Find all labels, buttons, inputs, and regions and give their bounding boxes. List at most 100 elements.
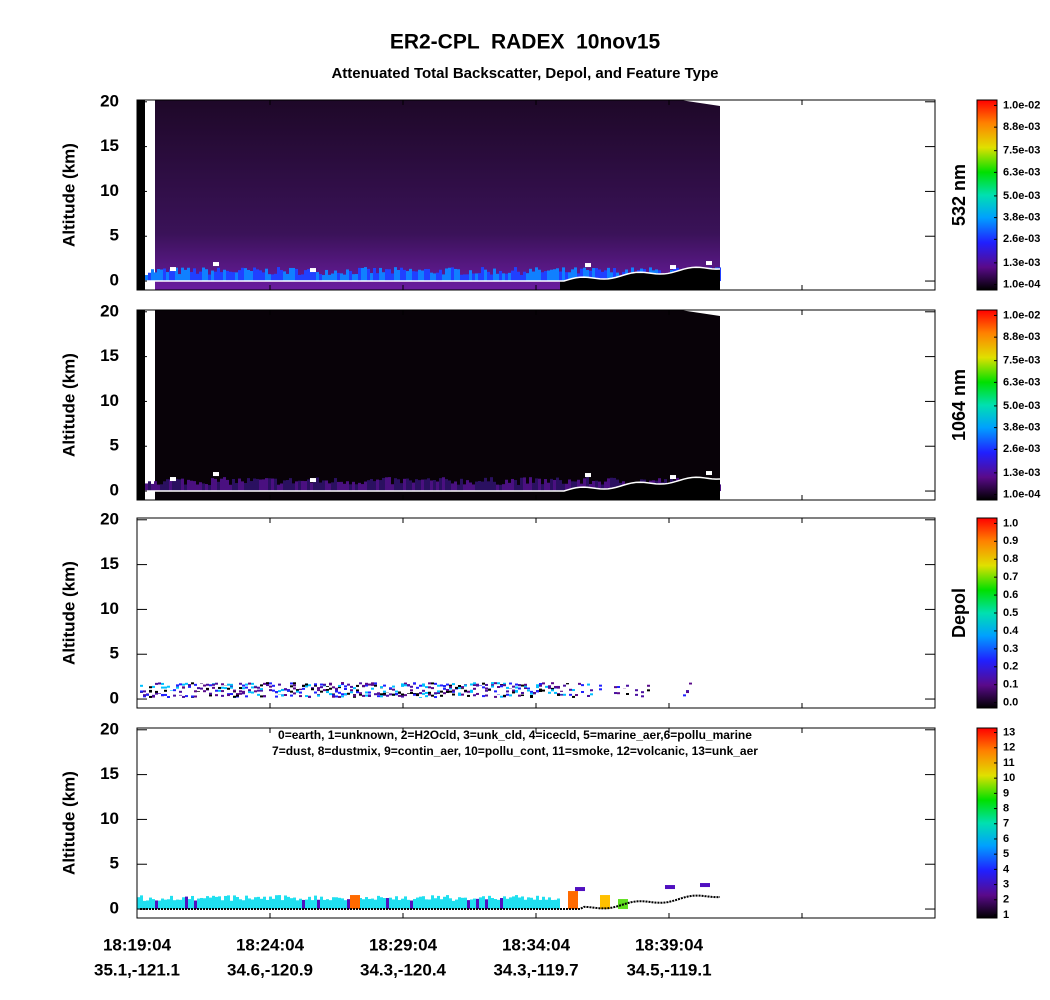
feature-pixel	[320, 896, 323, 910]
feature-pixel	[575, 887, 585, 892]
depol-pixel	[155, 682, 158, 685]
depol-pixel	[524, 687, 527, 690]
aerosol-layer	[202, 483, 205, 492]
depol-pixel	[143, 688, 146, 691]
aerosol-layer	[451, 267, 454, 282]
depol-pixel	[452, 693, 455, 696]
depol-pixel	[272, 684, 275, 687]
aerosol-layer	[163, 481, 166, 492]
aerosol-layer	[337, 272, 340, 282]
depol-pixel	[401, 695, 404, 698]
depol-pixel	[344, 693, 347, 696]
aerosol-layer	[271, 274, 274, 282]
depol-pixel	[305, 695, 308, 698]
feature-pixel	[254, 897, 257, 910]
feature-pixel	[455, 899, 458, 910]
cloud	[310, 268, 316, 273]
feature-pixel	[152, 899, 155, 910]
depol-pixel	[161, 693, 164, 696]
aerosol-layer	[223, 269, 226, 282]
depol-pixel	[161, 682, 164, 685]
depol-pixel	[512, 691, 515, 694]
depol-pixel	[437, 692, 440, 695]
depol-pixel	[158, 688, 161, 691]
aerosol-layer	[457, 484, 460, 492]
depol-pixel	[272, 682, 275, 685]
x-coordinate-label: 34.5,-119.1	[626, 960, 711, 979]
aerosol-layer	[511, 478, 514, 492]
aerosol-layer	[574, 267, 577, 282]
aerosol-layer	[496, 484, 499, 492]
depol-pixel	[164, 686, 167, 689]
depol-pixel	[269, 689, 272, 692]
aerosol-layer	[469, 270, 472, 282]
aerosol-layer	[253, 267, 256, 282]
depol-pixel	[416, 691, 419, 694]
depol-pixel	[440, 690, 443, 693]
depol-pixel	[416, 686, 419, 689]
depol-pixel	[290, 682, 293, 685]
depol-pixel	[305, 683, 308, 686]
feature-pixel	[341, 898, 344, 910]
colorbar-tick-label: 0.5	[1003, 607, 1018, 619]
feature-pixel	[347, 899, 350, 910]
depol-pixel	[512, 685, 515, 688]
aerosol-layer	[295, 481, 298, 492]
feature-pixel	[440, 899, 443, 910]
aerosol-layer	[232, 478, 235, 492]
feature-pixel	[600, 895, 610, 910]
aerosol-layer	[355, 273, 358, 282]
aerosol-layer	[481, 481, 484, 492]
cloud	[170, 477, 176, 482]
aerosol-layer	[268, 274, 271, 282]
y-tick-label: 10	[100, 599, 119, 618]
aerosol-layer	[442, 477, 445, 492]
depol-pixel	[257, 693, 260, 696]
feature-pixel	[398, 900, 401, 910]
depol-pixel	[491, 692, 494, 695]
aerosol-layer	[472, 484, 475, 492]
aerosol-layer	[298, 274, 301, 282]
depol-pixel	[341, 693, 344, 696]
aerosol-layer	[373, 481, 376, 492]
depol-pixel	[269, 685, 272, 688]
colorbar-tick-label: 10	[1003, 772, 1015, 784]
depol-pixel	[569, 693, 572, 696]
feature-pixel	[257, 896, 260, 910]
aerosol-layer	[610, 477, 613, 492]
depol-pixel	[164, 693, 167, 696]
aerosol-layer	[226, 479, 229, 492]
y-tick-label: 0	[110, 689, 119, 708]
depol-pixel	[422, 683, 425, 686]
depol-pixel	[254, 686, 257, 689]
aerosol-layer	[376, 479, 379, 492]
depol-pixel	[275, 691, 278, 694]
chart-title: ER2-CPL RADEX 10nov15	[390, 31, 661, 54]
depol-pixel	[524, 693, 527, 696]
y-tick-label: 10	[100, 809, 119, 828]
depol-pixel	[389, 693, 392, 696]
x-tick-label: 18:19:04	[103, 935, 172, 954]
feature-pixel	[470, 899, 473, 910]
cloud	[310, 478, 316, 483]
depol-pixel	[341, 682, 344, 685]
colorbar-tick-label: 2.6e-03	[1003, 443, 1040, 455]
depol-pixel	[230, 686, 233, 689]
aerosol-layer	[487, 481, 490, 492]
depol-pixel	[338, 686, 341, 689]
colorbar-tick-label: 1	[1003, 909, 1009, 921]
aerosol-layer	[568, 272, 571, 282]
aerosol-layer	[589, 270, 592, 282]
depol-pixel	[386, 694, 389, 697]
feature-pixel	[533, 899, 536, 910]
aerosol-layer	[292, 483, 295, 492]
colorbar-tick-label: 0.0	[1003, 697, 1018, 709]
depol-pixel	[572, 695, 575, 698]
aerosol-layer	[328, 274, 331, 282]
depol-pixel	[365, 682, 368, 685]
depol-pixel	[518, 687, 521, 690]
depol-pixel	[425, 695, 428, 698]
depol-pixel	[152, 685, 155, 688]
depol-pixel	[575, 694, 578, 697]
depol-pixel	[635, 689, 638, 692]
